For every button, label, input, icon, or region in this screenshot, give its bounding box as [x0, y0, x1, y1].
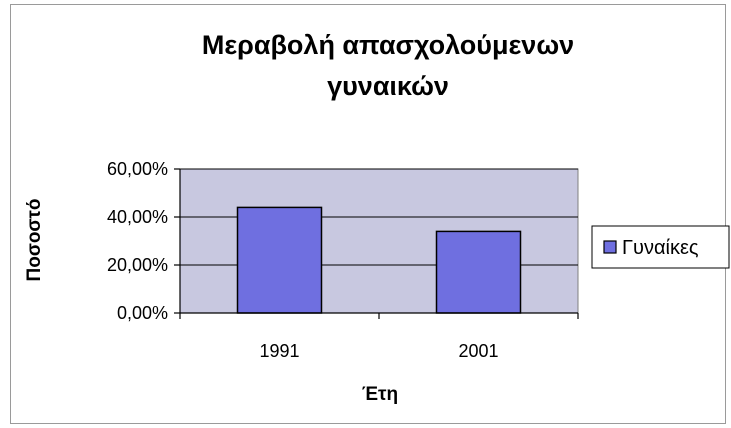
- chart-title-line-1: Μεραβολή απασχολούμενων: [202, 30, 574, 60]
- y-tick-label: 60,00%: [107, 159, 168, 179]
- y-tick-label: 0,00%: [117, 303, 168, 323]
- y-tick-labels: 0,00% 20,00% 40,00% 60,00%: [107, 159, 168, 323]
- x-axis-title: Έτη: [362, 384, 398, 405]
- x-tick-label: 1991: [259, 341, 299, 361]
- y-tick-label: 20,00%: [107, 255, 168, 275]
- bars: [236, 206, 522, 314]
- axes: [174, 168, 579, 319]
- x-tick-labels: 1991 2001: [259, 341, 498, 361]
- y-axis-title: Ποσοστό: [24, 198, 45, 281]
- y-tick-label: 40,00%: [107, 207, 168, 227]
- bar-1991: [236, 206, 323, 314]
- x-tick-label: 2001: [458, 341, 498, 361]
- bar-2001: [435, 230, 522, 314]
- legend-label: Γυναίκες: [622, 237, 699, 259]
- chart-title-line-2: γυναικών: [327, 71, 449, 101]
- legend-swatch: [603, 240, 617, 254]
- legend: Γυναίκες: [591, 225, 730, 269]
